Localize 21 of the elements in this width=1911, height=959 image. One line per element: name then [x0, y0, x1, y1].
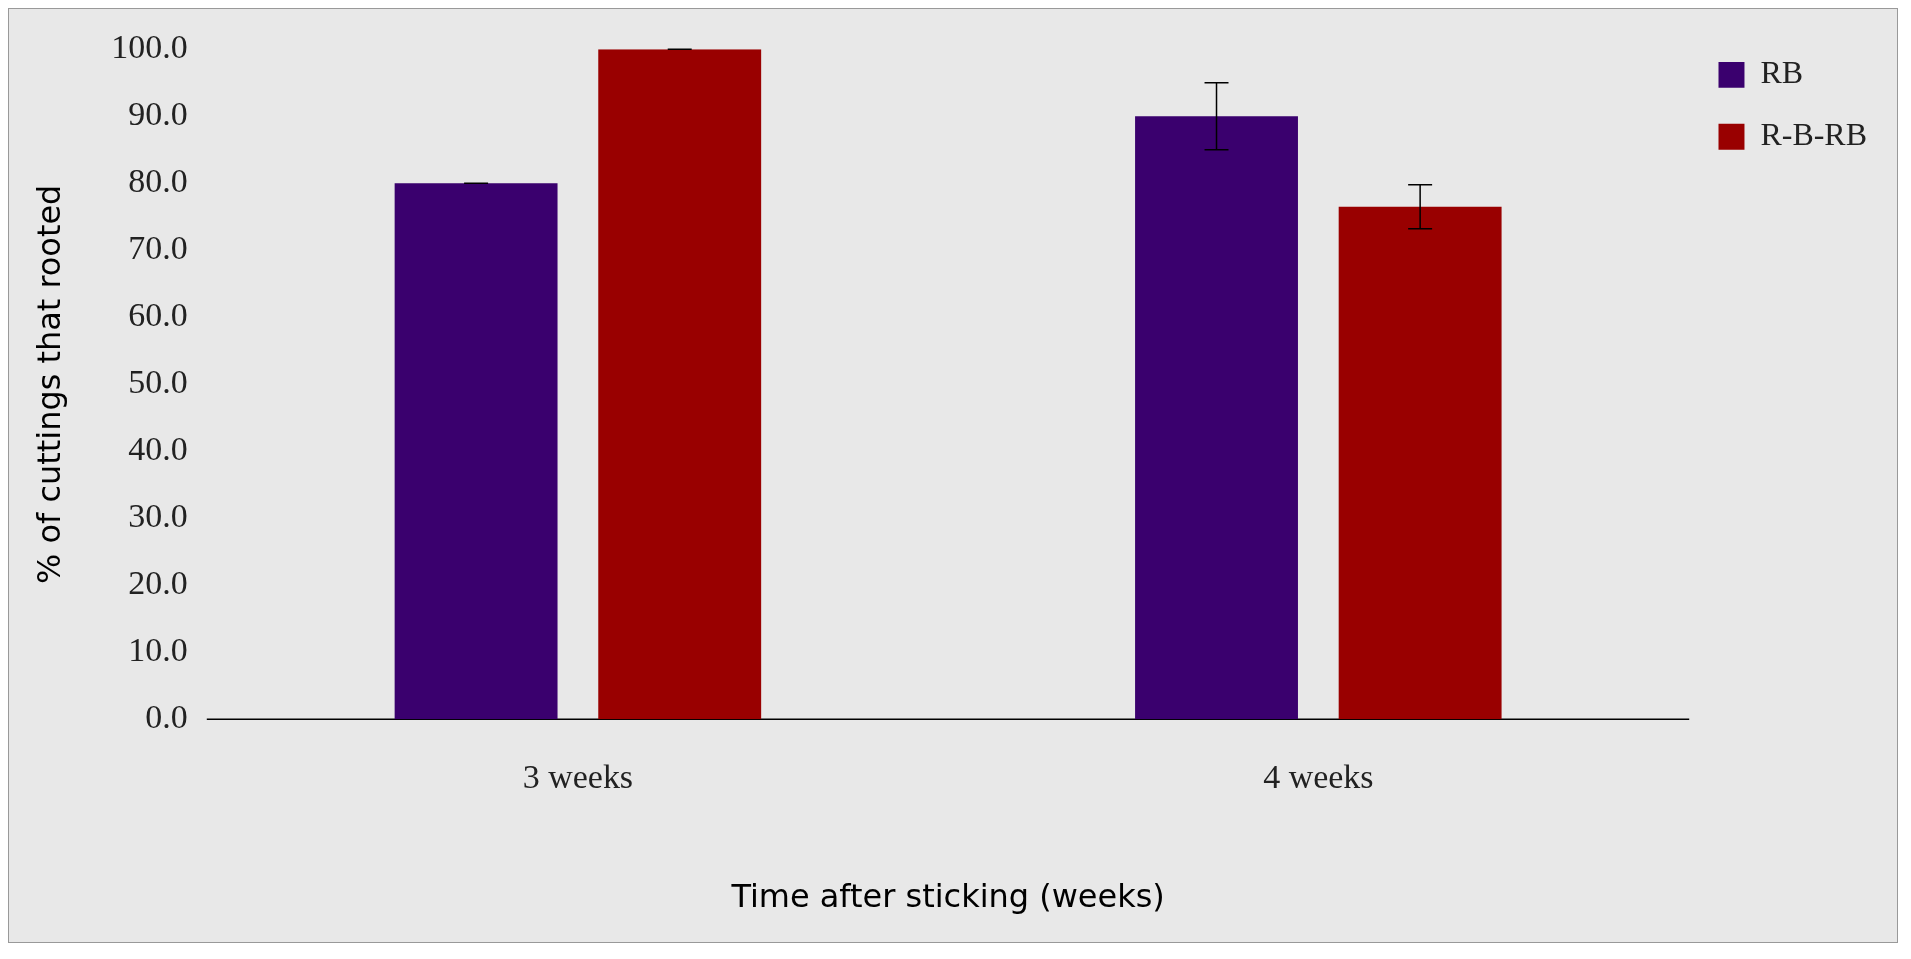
y-tick-label: 90.0 — [128, 95, 188, 133]
y-tick-label: 0.0 — [145, 698, 188, 736]
legend-label: RB — [1760, 55, 1804, 91]
y-tick-label: 70.0 — [128, 229, 188, 267]
y-axis-title: % of cuttings that rooted — [30, 184, 69, 584]
bar — [1135, 116, 1298, 720]
bar — [598, 49, 762, 720]
x-tick-label: 3 weeks — [522, 758, 634, 796]
x-axis-title: Time after sticking (weeks) — [730, 877, 1165, 916]
y-tick-label: 40.0 — [128, 430, 188, 468]
y-tick-label: 60.0 — [128, 296, 188, 334]
y-tick-label: 20.0 — [128, 564, 188, 602]
bar — [394, 183, 558, 720]
bar — [1338, 206, 1502, 720]
y-tick-label: 50.0 — [128, 363, 188, 401]
y-tick-label: 30.0 — [128, 497, 188, 535]
y-tick-label: 100.0 — [111, 28, 188, 66]
y-tick-label: 80.0 — [128, 162, 188, 200]
x-tick-label: 4 weeks — [1263, 758, 1374, 796]
legend-label: R-B-RB — [1760, 117, 1867, 153]
y-tick-label: 10.0 — [128, 631, 188, 669]
